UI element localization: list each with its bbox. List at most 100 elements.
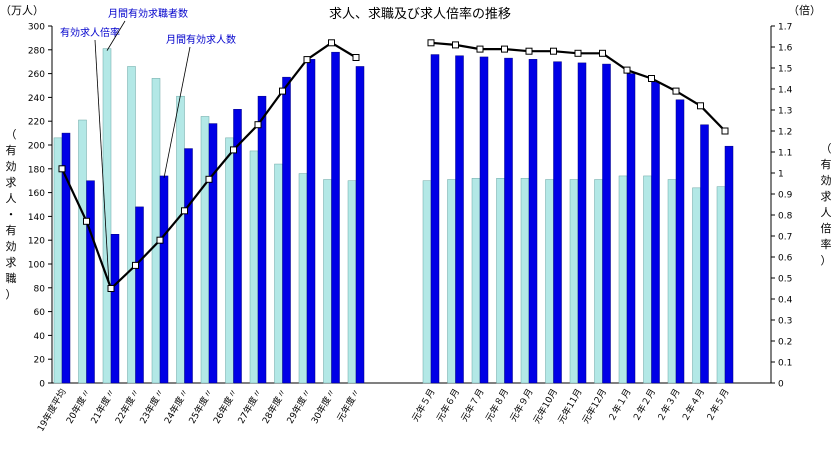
bar-job-openings	[306, 59, 316, 384]
ratio-marker	[205, 175, 213, 183]
left-axis-tick-label: 100	[28, 261, 45, 271]
ratio-marker	[721, 127, 729, 135]
x-category-label: 元年６月	[434, 387, 462, 424]
bar-job-openings	[651, 81, 660, 384]
right-axis-tick-label: 0.9	[778, 191, 793, 201]
bar-job-seekers	[569, 179, 579, 384]
ratio-marker	[352, 54, 360, 61]
left-axis-tick-label: 180	[28, 165, 45, 175]
bar-job-openings	[331, 51, 340, 384]
ratio-marker	[132, 261, 139, 269]
right-axis-title-char: ）	[821, 254, 832, 267]
right-axis-tick-label: 0.6	[778, 254, 793, 264]
right-axis-title-char: 有	[821, 157, 832, 171]
bar-job-seekers	[127, 66, 136, 384]
ratio-marker	[476, 45, 484, 53]
bar-job-openings	[626, 73, 636, 384]
bar-job-openings	[208, 123, 218, 384]
x-category-label: ２年５月	[703, 387, 731, 424]
ratio-marker	[156, 236, 164, 244]
left-axis-tick-label: 0	[39, 380, 45, 390]
left-axis-tick-label: 300	[28, 23, 45, 33]
bar-job-seekers	[643, 175, 652, 384]
left-axis-title-char: ・	[6, 208, 17, 221]
x-category-label: 元年７月	[458, 387, 486, 424]
left-axis-title-char: 有	[6, 143, 17, 157]
x-category-label: ２年１月	[605, 387, 633, 424]
bar-job-seekers	[298, 173, 308, 384]
left-axis-tick-label: 260	[28, 70, 45, 80]
bar-job-seekers	[102, 48, 112, 384]
left-axis-tick-label: 280	[28, 46, 45, 56]
bar-job-openings	[577, 62, 587, 384]
right-axis-title-char: 求	[821, 190, 832, 203]
bar-job-seekers	[496, 178, 505, 384]
annotation-job-seekers-leader	[106, 20, 126, 51]
ratio-marker	[648, 75, 655, 82]
bar-job-seekers	[447, 179, 456, 384]
ratio-marker	[599, 49, 606, 57]
left-axis-title-char: （	[6, 128, 17, 141]
ratio-marker	[525, 47, 533, 55]
ratio-marker	[303, 56, 311, 64]
bar-job-seekers	[667, 179, 677, 384]
bar-job-seekers	[200, 116, 210, 384]
bar-job-openings	[553, 61, 562, 384]
ratio-marker	[254, 121, 262, 129]
bar-job-seekers	[716, 186, 726, 384]
bar-job-seekers	[53, 137, 63, 384]
x-category-label: ２年３月	[654, 387, 682, 424]
bar-job-openings	[479, 56, 489, 384]
right-axis-tick-label: 0.8	[778, 212, 793, 222]
ratio-marker	[230, 146, 237, 154]
right-axis-tick-label: 0.2	[778, 338, 792, 348]
right-axis-tick-label: 1.6	[778, 44, 793, 54]
bar-job-openings	[86, 180, 95, 384]
left-axis-title-char: 人	[6, 192, 17, 205]
annotation-job-seekers: 月間有効求職者数	[108, 7, 188, 20]
right-axis-tick-label: 1.3	[778, 107, 792, 117]
bar-job-openings	[61, 132, 71, 384]
ratio-marker	[623, 66, 631, 74]
bar-job-openings	[700, 124, 709, 384]
left-axis-tick-label: 20	[34, 356, 46, 366]
right-axis-tick-label: 1.5	[778, 65, 792, 75]
bar-job-openings	[528, 59, 538, 384]
chart-title: 求人、求職及び求人倍率の推移	[329, 6, 511, 22]
right-axis-tick-label: 0.7	[778, 233, 792, 243]
right-axis-tick-label: 0.3	[778, 317, 792, 327]
right-axis-title-char: 人	[821, 206, 832, 219]
ratio-marker	[328, 39, 335, 47]
bar-job-openings	[184, 148, 193, 384]
right-axis-tick-label: 1.7	[778, 23, 792, 33]
bar-job-openings	[602, 63, 611, 384]
annotation-job-openings-leader	[163, 46, 191, 179]
right-axis-unit: （倍）	[788, 3, 821, 17]
annotation-ratio: 有効求人倍率	[60, 26, 120, 39]
right-axis-tick-label: 1.1	[778, 149, 792, 159]
bar-job-seekers	[151, 78, 161, 384]
bar-job-seekers	[176, 95, 185, 384]
bar-job-openings	[504, 57, 513, 384]
left-axis-tick-label: 120	[28, 237, 45, 247]
bar-job-openings	[724, 145, 734, 384]
left-axis-tick-label: 40	[34, 332, 46, 342]
x-category-label: ２年４月	[679, 387, 707, 424]
bar-job-openings	[455, 55, 464, 384]
left-axis-title-char: 求	[6, 176, 17, 189]
right-axis-tick-label: 1.2	[778, 128, 792, 138]
ratio-marker	[83, 217, 90, 225]
right-axis-tick-label: 1.4	[778, 86, 793, 96]
bar-job-seekers	[347, 180, 357, 384]
left-axis-title-char: 有	[6, 223, 17, 237]
bar-job-seekers	[225, 137, 234, 384]
x-category-label: ２年２月	[630, 387, 658, 424]
bar-job-openings	[159, 175, 169, 384]
bar-job-openings	[135, 206, 144, 384]
bar-job-openings	[257, 95, 267, 384]
right-axis-title-char: 効	[821, 173, 832, 187]
right-axis-title-char: 率	[821, 237, 832, 251]
right-axis-title: （ 有効求人倍率 ）	[821, 142, 832, 267]
left-axis-title-char: 効	[6, 159, 17, 173]
